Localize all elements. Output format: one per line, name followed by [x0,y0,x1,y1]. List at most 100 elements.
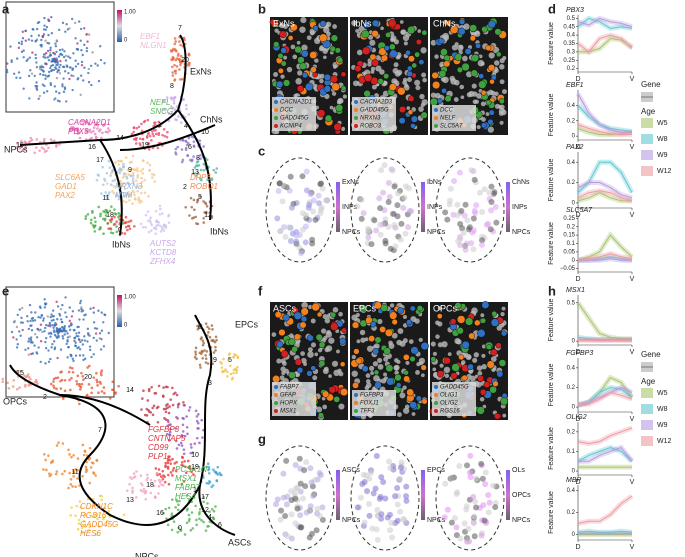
hex-spot [380,190,386,196]
cell-dot [171,58,174,61]
cell-dot [196,437,199,440]
inset-dot [89,345,91,347]
cell-dot [109,227,112,230]
cell-dot [35,138,38,141]
hex-spot [442,514,448,520]
cell-dot [178,40,181,43]
hex-spot [472,533,478,539]
hex-spot [289,205,295,211]
inset-dot [62,337,64,339]
nucleus [380,26,384,30]
cell-dot [6,381,9,384]
cell-dot [70,456,73,459]
cell-dot [153,180,156,183]
hex-spot [354,203,360,209]
hex-spot [284,501,290,507]
cell-dot [175,461,178,464]
cluster-number: 8 [170,83,174,90]
cell-dot [141,490,144,493]
nucleus [421,373,425,377]
hex-spot [464,462,470,468]
cluster-number: 3 [196,155,200,162]
inset-dot [83,314,85,316]
inset-dot [44,63,46,65]
inset-dot [34,85,36,87]
nucleus [502,89,507,94]
transcript-dot [272,375,280,383]
hex-spot [293,238,299,244]
transcript-dot [352,322,359,329]
transcript-dot [389,312,397,320]
cell-dot [171,498,174,501]
cell-dot [122,176,125,179]
cell-dot [230,373,233,376]
nucleus [417,29,421,33]
cell-dot [195,347,198,350]
cell-dot [1,378,4,381]
cell-dot [171,458,174,461]
chart-title: PBX3 [566,7,584,14]
colorbar-label: NPCs [512,229,531,236]
hex-spot [447,202,453,208]
nucleus [472,91,477,96]
gene-label: CNTNAP5 [148,434,186,443]
cell-dot [69,483,72,486]
hex-spot [392,243,398,249]
hex-spot [382,238,388,244]
cell-dot [166,136,169,139]
transcript-dot [437,371,444,378]
nucleus [477,365,483,371]
inset-dot [70,74,72,76]
transcript-dot [458,28,465,35]
transcript-dot [388,19,396,27]
hex-spot [378,167,384,173]
inset-dot [16,346,18,348]
y-tick-label: 0.3 [567,49,576,55]
y-axis-label: Feature value [548,491,555,534]
transcript-dot [281,61,286,66]
gene-label: HES6 [80,529,101,538]
cell-dot [164,508,167,511]
cell-dot [117,212,120,215]
transcript-dot [312,303,320,311]
cell-dot [110,183,113,186]
colorbar-label: ASCs [342,467,360,474]
inset-dot [94,327,96,329]
transcript-dot [282,314,289,321]
cell-dot [93,216,96,219]
gene-legend-label: NRXN3 [360,116,381,122]
inset-dot [49,47,51,49]
transcript-dot [407,66,412,71]
inset-dot [86,47,88,49]
inset-dot [93,311,95,313]
y-axis-label: Feature value [548,427,555,470]
transcript-dot [330,323,338,331]
hex-spot [359,216,365,222]
cell-dot [24,140,27,143]
gene-legend-dot [354,100,358,104]
cell-dot [231,377,234,380]
nucleus [300,17,306,23]
inset-dot [48,71,50,73]
cell-dot [234,368,237,371]
inset-dot [52,327,54,329]
hex-spot [488,199,494,205]
cell-dot [120,160,123,163]
hex-spot [478,461,484,467]
cell-dot [113,223,116,226]
cell-dot [165,517,168,520]
cell-dot [206,158,209,161]
cell-dot [91,461,94,464]
hex-spot [448,186,454,192]
cell-dot [235,372,238,375]
transcript-dot [494,413,500,419]
gene-legend-dot [354,124,358,128]
transcript-dot [372,59,379,66]
hex-spot [444,217,450,223]
image-title: ChNs [433,18,456,28]
nucleus [337,100,341,104]
cluster-number: 10 [201,129,209,136]
hex-spot [359,481,365,487]
cell-dot [13,379,16,382]
inset-dot [40,340,42,342]
